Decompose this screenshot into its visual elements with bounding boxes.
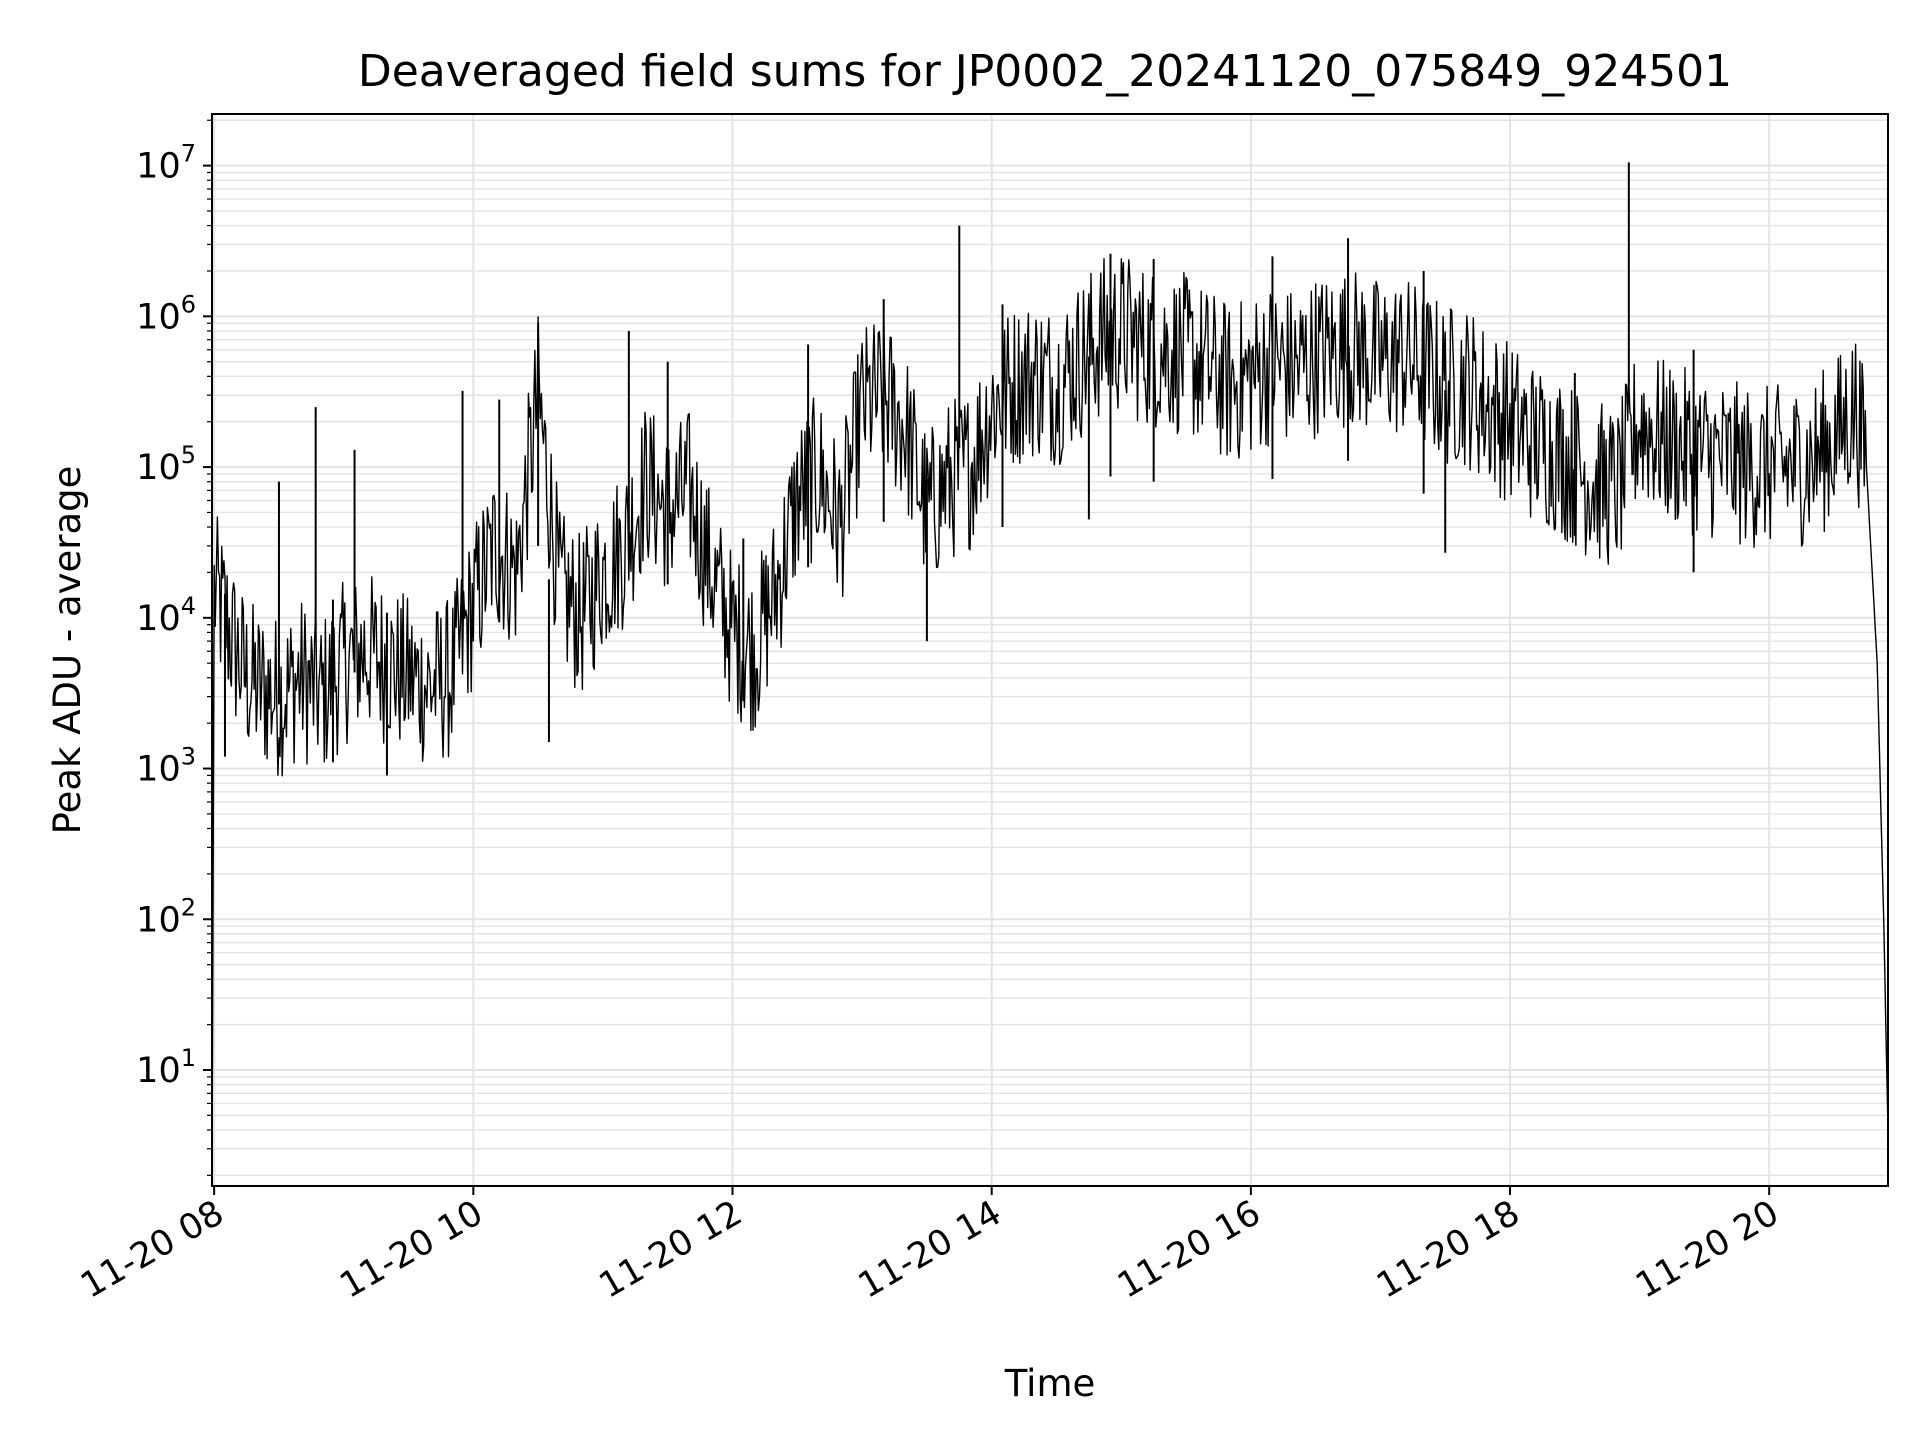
y-tick-label: 102 (136, 893, 196, 940)
axes-frame (211, 113, 1889, 1187)
y-axis: 101 102 103 104 105 106 107 (136, 119, 212, 1176)
plot-area (211, 162, 1889, 1176)
y-axis-label: Peak ADU - average (46, 466, 89, 835)
y-tick-label: 106 (136, 290, 196, 337)
y-tick-label: 105 (136, 441, 196, 488)
y-tick-label: 107 (136, 140, 196, 187)
y-tick-label: 101 (136, 1044, 196, 1091)
x-axis-label: Time (1004, 1362, 1096, 1405)
y-tick-label: 104 (136, 592, 196, 639)
series-line (211, 258, 1889, 1176)
y-tick-label: 103 (136, 743, 196, 790)
chart-title: Deaveraged field sums for JP0002_2024112… (358, 46, 1732, 97)
